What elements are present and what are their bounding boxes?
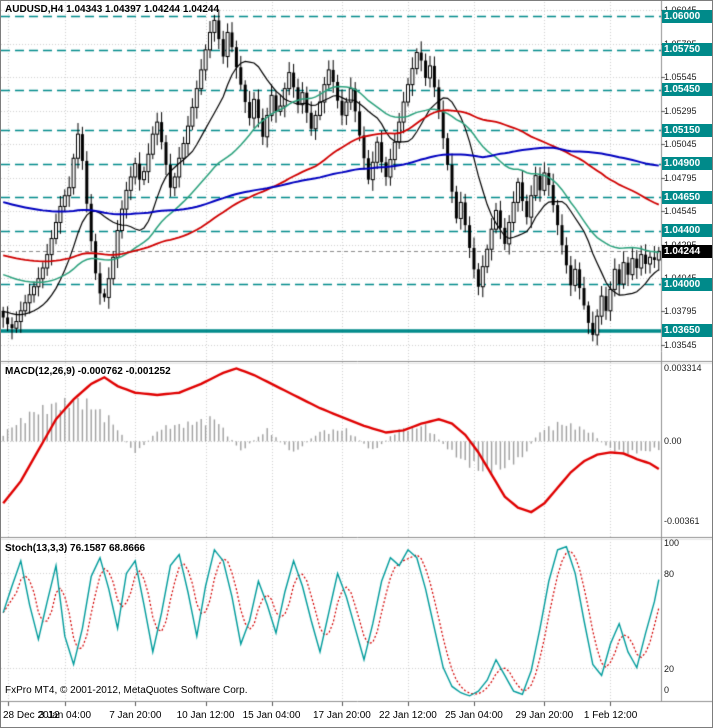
stoch-scale-label: 20 xyxy=(664,663,675,674)
macd-label: MACD(12,26,9) -0.000762 -0.001252 xyxy=(5,366,171,377)
price-tick: 1.03795 xyxy=(664,306,697,317)
price-tick: 1.03545 xyxy=(664,339,697,350)
macd-scale-label: 0.00 xyxy=(664,436,682,447)
price-level-badge: 1.03650 xyxy=(662,324,712,338)
price-level-badge: 1.05750 xyxy=(662,43,712,57)
stoch-scale-label: 80 xyxy=(664,569,675,580)
time-axis[interactable]: 28 Dec 2012 3 Jan 04:00 7 Jan 20:00 10 Jan … xyxy=(1,702,712,727)
price-tick: 1.04795 xyxy=(664,172,697,183)
price-axis[interactable]: 1.060451.057951.055451.052951.050451.047… xyxy=(661,1,712,702)
price-tick: 1.04545 xyxy=(664,206,697,217)
time-label: 17 Jan 20:00 xyxy=(313,710,371,721)
time-label: 7 Jan 20:00 xyxy=(109,710,162,721)
macd-scale-label: -0.00361 xyxy=(664,516,700,527)
ohlc-label: AUDUSD,H4 1.04343 1.04397 1.04244 1.0424… xyxy=(5,4,220,15)
stoch-label: Stoch(13,3,3) 76.1587 68.8666 xyxy=(5,543,146,554)
stoch-scale-label: 0 xyxy=(664,685,670,695)
price-level-badge: 1.04000 xyxy=(662,277,712,291)
price-level-badge: 1.04650 xyxy=(662,190,712,204)
price-level-badge: 1.04900 xyxy=(662,157,712,171)
price-level-badge: 1.05150 xyxy=(662,123,712,137)
price-tick: 1.05295 xyxy=(664,105,697,116)
time-label: 15 Jan 04:00 xyxy=(242,710,301,721)
price-tick: 1.05545 xyxy=(664,72,697,83)
price-tick: 1.05045 xyxy=(664,139,697,150)
time-label: 3 Jan 04:00 xyxy=(38,710,92,721)
price-level-badge: 1.04400 xyxy=(662,224,712,238)
current-price-badge: 1.04244 xyxy=(662,244,712,258)
time-label: 25 Jan 04:00 xyxy=(445,710,503,721)
price-tick: 1.04295 xyxy=(664,240,697,250)
time-label: 29 Jan 20:00 xyxy=(515,710,574,721)
time-label: 22 Jan 12:00 xyxy=(379,710,437,721)
copyright-label: FxPro MT4, © 2001-2012, MetaQuotes Softw… xyxy=(5,685,248,696)
price-level-badge: 1.05450 xyxy=(662,83,712,97)
price-level-badge: 1.06000 xyxy=(662,9,712,23)
stoch-scale-label: 100 xyxy=(664,538,680,548)
time-label: 28 Dec 2012 xyxy=(3,710,60,721)
macd-scale-label: 0.003314 xyxy=(664,363,702,374)
time-label: 10 Jan 12:00 xyxy=(176,710,235,721)
time-label: 1 Feb 12:00 xyxy=(583,710,638,721)
